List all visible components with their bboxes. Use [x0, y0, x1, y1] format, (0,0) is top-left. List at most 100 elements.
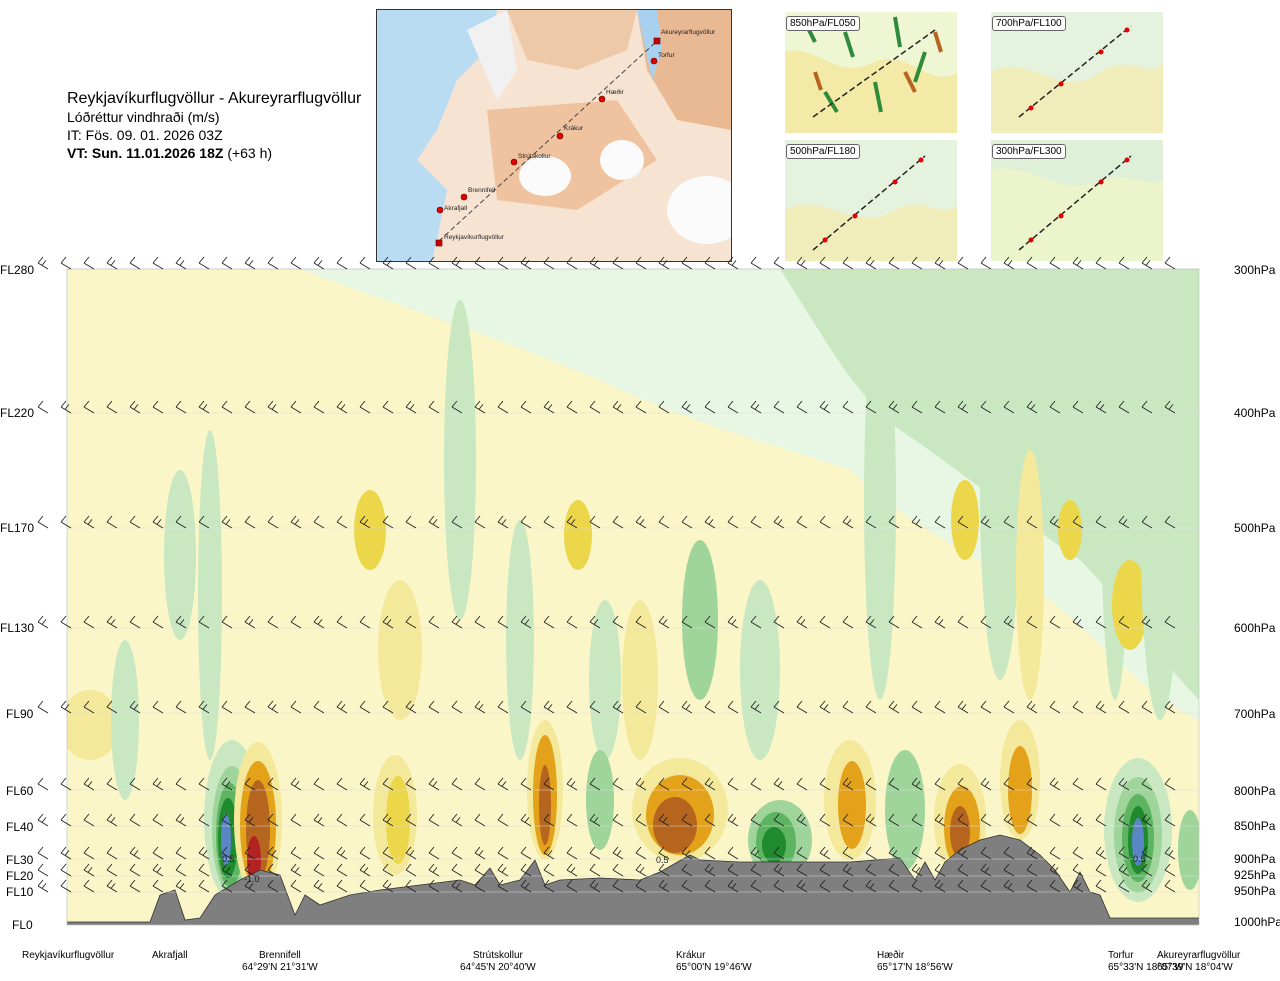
wind-barb-feather — [455, 619, 461, 625]
wind-barb-staff — [359, 869, 371, 877]
wind-barb-staff — [290, 262, 302, 270]
wind-barb-staff — [1095, 852, 1107, 860]
wind-barb-feather — [957, 777, 964, 785]
wind-barb — [957, 400, 969, 414]
wind-barb-feather — [1030, 704, 1036, 710]
wind-barb-staff — [382, 521, 394, 529]
wind-barb-staff — [819, 869, 831, 877]
wind-barb-feather — [290, 813, 297, 821]
thumbnail-300[interactable]: 300hPa/FL300 — [991, 140, 1163, 261]
wind-barb-feather — [754, 850, 760, 856]
wind-barb-staff — [405, 869, 417, 877]
wind-barb-staff — [750, 521, 762, 529]
wind-barb-staff — [980, 621, 992, 629]
wind-barb-feather — [405, 863, 412, 871]
wind-barb-staff — [175, 521, 187, 529]
wind-barb — [221, 813, 233, 827]
wind-barb-feather — [612, 700, 619, 708]
wind-barb — [175, 700, 187, 714]
wind-barb-feather — [938, 260, 944, 266]
wind-barb-feather — [428, 515, 435, 523]
wind-barb-feather — [386, 883, 392, 889]
wind-barb-staff — [796, 262, 808, 270]
wind-barb — [152, 615, 164, 629]
wind-barb — [681, 846, 693, 860]
wind-barb-staff — [888, 406, 900, 414]
wind-barb-feather — [589, 846, 596, 854]
wind-barb-staff — [428, 521, 440, 529]
wind-barb-feather — [317, 619, 323, 625]
wind-barb — [543, 256, 555, 270]
wind-barb — [1072, 846, 1084, 860]
wind-barb-staff — [152, 262, 164, 270]
wind-barb — [819, 515, 831, 529]
wind-barb — [221, 515, 233, 529]
wind-barb-staff — [1026, 621, 1038, 629]
wind-barb — [1164, 777, 1176, 791]
wind-barb — [405, 777, 417, 791]
wind-barb-staff — [911, 621, 923, 629]
station-coord: 65°39'N 18°04'W — [1157, 962, 1233, 973]
wind-barb-feather — [708, 781, 714, 787]
wind-barb — [382, 400, 394, 414]
wind-barb-feather — [773, 400, 780, 408]
wind-barb-staff — [474, 406, 486, 414]
wind-barb — [451, 515, 463, 529]
wind-barb-feather — [501, 867, 507, 873]
thumbnail-500[interactable]: 500hPa/FL180 — [785, 140, 957, 261]
wind-barb-staff — [1049, 406, 1061, 414]
field-streak — [1112, 560, 1148, 650]
wind-barb-staff — [589, 262, 601, 270]
wind-barb-staff — [773, 869, 785, 877]
thumbnail-700[interactable]: 700hPa/FL100 — [991, 12, 1163, 133]
wind-barb-feather — [225, 867, 231, 873]
wind-barb-staff — [1026, 521, 1038, 529]
wind-barb-staff — [290, 819, 302, 827]
wind-barb-feather — [41, 817, 47, 823]
wind-barb-staff — [1026, 869, 1038, 877]
wind-barb — [819, 813, 831, 827]
wind-barb-staff — [198, 521, 210, 529]
wind-barb — [474, 813, 486, 827]
wind-barb-feather — [60, 879, 67, 887]
wind-barb-staff — [497, 852, 509, 860]
wind-barb — [267, 515, 279, 529]
wind-barb-feather — [290, 256, 297, 264]
wind-barb-feather — [934, 879, 941, 887]
wind-barb-feather — [616, 704, 622, 710]
wind-barb-feather — [451, 515, 458, 523]
wind-barb-staff — [336, 406, 348, 414]
wind-barb — [1095, 700, 1107, 714]
wind-barb-staff — [1164, 819, 1176, 827]
wind-barb-feather — [543, 400, 550, 408]
wind-barb-feather — [474, 256, 481, 264]
fl-label: FL0 — [12, 918, 33, 932]
wind-barb-staff — [129, 521, 141, 529]
thumbnail-850[interactable]: 850hPa/FL050 — [785, 12, 957, 133]
wind-barb — [106, 400, 118, 414]
wind-barb — [980, 615, 992, 629]
wind-barb-feather — [658, 863, 665, 871]
wind-barb — [1049, 515, 1061, 529]
wind-barb — [313, 515, 325, 529]
wind-barb-feather — [888, 863, 895, 871]
wind-barb — [727, 863, 739, 877]
wind-barb-feather — [451, 813, 458, 821]
station-name: Torfur — [1108, 950, 1134, 961]
wind-barb-feather — [474, 777, 481, 785]
wind-barb-feather — [911, 813, 918, 821]
wind-barb-staff — [382, 706, 394, 714]
wind-barb-staff — [520, 819, 532, 827]
wind-barb-feather — [290, 515, 297, 523]
wind-barb — [980, 863, 992, 877]
wind-barb-staff — [888, 783, 900, 791]
wind-barb — [497, 256, 509, 270]
wind-barb — [934, 400, 946, 414]
pressure-label: 400hPa — [1234, 406, 1276, 420]
wind-barb — [957, 615, 969, 629]
wind-barb — [796, 863, 808, 877]
wind-barb-feather — [198, 846, 205, 854]
wind-barb — [750, 846, 762, 860]
wind-barb — [1026, 700, 1038, 714]
